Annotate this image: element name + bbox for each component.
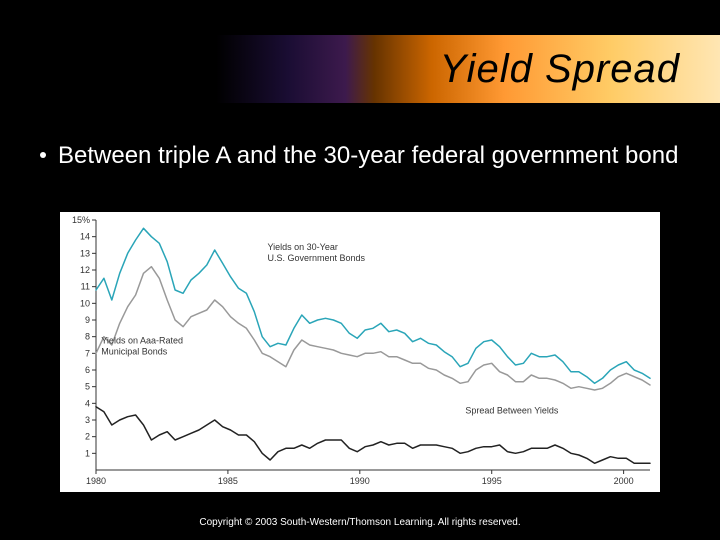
bullet-icon: [40, 152, 46, 158]
svg-text:14: 14: [80, 232, 90, 242]
svg-text:5: 5: [85, 382, 90, 392]
svg-text:10: 10: [80, 298, 90, 308]
svg-text:2: 2: [85, 432, 90, 442]
copyright-text: Copyright © 2003 South-Western/Thomson L…: [0, 517, 720, 528]
bullet-text: Between triple A and the 30-year federal…: [58, 140, 678, 171]
svg-text:2000: 2000: [614, 476, 634, 486]
page-title: Yield Spread: [440, 47, 680, 92]
svg-text:4: 4: [85, 398, 90, 408]
svg-text:Spread Between Yields: Spread Between Yields: [465, 405, 559, 415]
svg-text:12: 12: [80, 265, 90, 275]
svg-text:1980: 1980: [86, 476, 106, 486]
svg-text:13: 13: [80, 248, 90, 258]
svg-text:3: 3: [85, 415, 90, 425]
svg-text:1985: 1985: [218, 476, 238, 486]
svg-text:11: 11: [81, 282, 90, 292]
svg-text:9: 9: [85, 315, 90, 325]
svg-text:1990: 1990: [350, 476, 370, 486]
svg-text:1995: 1995: [482, 476, 502, 486]
chart-svg: 123456789101112131415%198019851990199520…: [60, 212, 660, 492]
bullet-item: Between triple A and the 30-year federal…: [40, 140, 680, 171]
svg-text:15%: 15%: [72, 215, 90, 225]
svg-text:7: 7: [85, 348, 90, 358]
svg-text:8: 8: [85, 332, 90, 342]
svg-text:Yields on Aaa-Rated: Yields on Aaa-Rated: [101, 335, 183, 345]
svg-text:6: 6: [85, 365, 90, 375]
svg-text:Yields on 30-Year: Yields on 30-Year: [267, 242, 337, 252]
svg-text:1: 1: [85, 448, 90, 458]
svg-text:Municipal Bonds: Municipal Bonds: [101, 346, 168, 356]
yield-spread-chart: 123456789101112131415%198019851990199520…: [60, 212, 660, 492]
svg-text:U.S. Government Bonds: U.S. Government Bonds: [267, 253, 365, 263]
title-bar: Yield Spread: [0, 35, 720, 103]
